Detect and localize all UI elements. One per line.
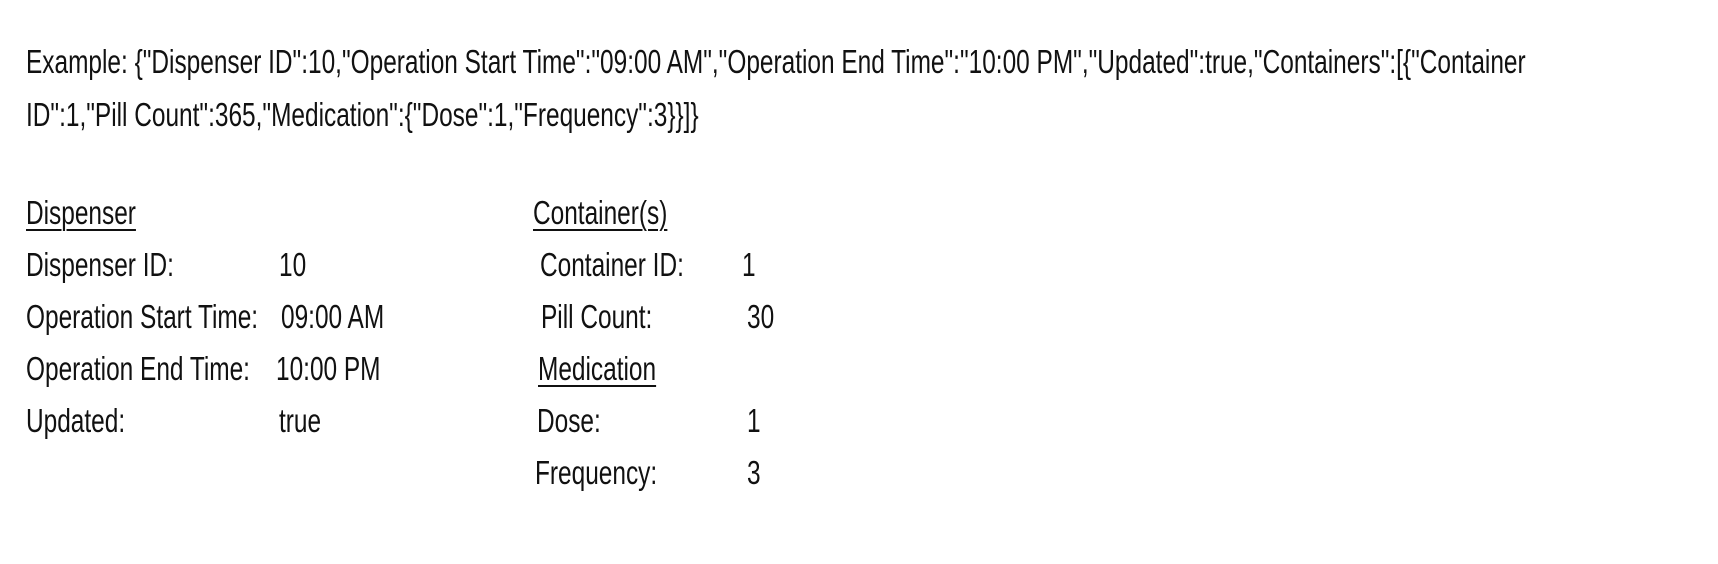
operation-start-time-label: Operation Start Time:: [26, 298, 259, 335]
operation-end-time-value: 10:00 PM: [276, 350, 381, 387]
updated-label: Updated:: [26, 402, 126, 439]
pill-count-label: Pill Count:: [541, 298, 653, 335]
dispenser-heading: Dispenser: [26, 194, 136, 231]
medication-heading: Medication: [538, 350, 657, 387]
example-json-text: Example: {"Dispenser ID":10,"Operation S…: [26, 43, 1526, 133]
dispenser-id-value: 10: [279, 246, 307, 283]
frequency-value: 3: [747, 454, 761, 491]
operation-end-time-label: Operation End Time:: [26, 350, 250, 387]
dose-value: 1: [747, 402, 761, 439]
containers-heading: Container(s): [533, 194, 668, 231]
container-id-label: Container ID:: [540, 246, 684, 283]
dispenser-id-label: Dispenser ID:: [26, 246, 174, 283]
updated-value: true: [279, 402, 322, 439]
pill-count-value: 30: [747, 298, 775, 335]
frequency-label: Frequency:: [535, 454, 658, 491]
dose-label: Dose:: [537, 402, 601, 439]
operation-start-time-value: 09:00 AM: [281, 298, 385, 335]
container-id-value: 1: [742, 246, 756, 283]
